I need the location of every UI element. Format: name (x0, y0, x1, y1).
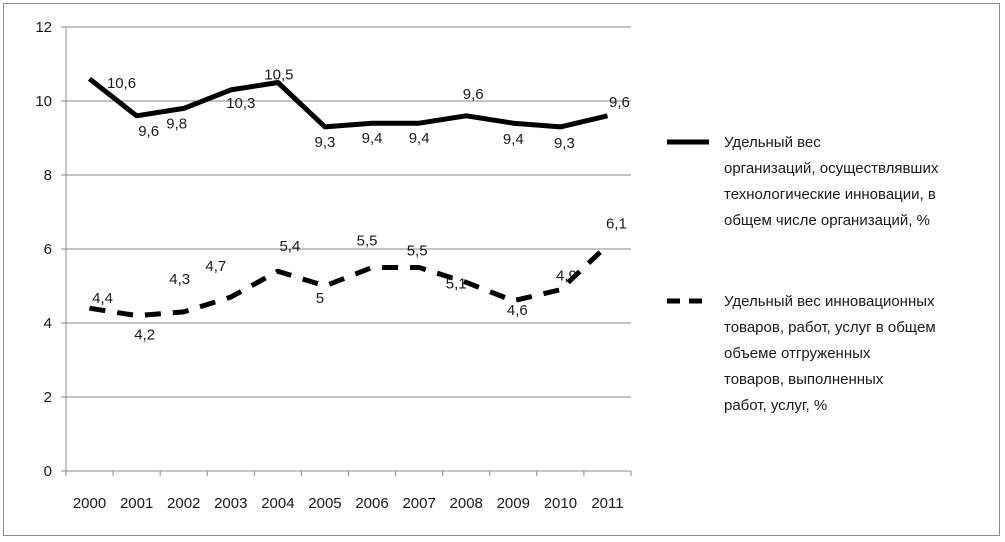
chart-frame: 0 2 4 6 8 10 12 2000 2001 2002 2003 2004 2005 2006 200… (3, 3, 1000, 536)
x-tick-label: 2002 (167, 495, 200, 512)
x-tick-label: 2006 (355, 495, 388, 512)
data-label: 9,8 (166, 115, 187, 132)
data-label: 4,7 (205, 258, 226, 275)
y-tick-label: 12 (35, 19, 52, 36)
y-tick-label: 4 (44, 315, 52, 332)
data-label: 5 (316, 290, 324, 307)
data-label: 9,6 (609, 94, 630, 111)
legend-label: товаров, выполненных (724, 371, 884, 388)
x-tick-label: 2008 (450, 495, 483, 512)
data-label: 9,4 (409, 130, 430, 147)
data-label: 9,6 (463, 86, 484, 103)
axes: 0 2 4 6 8 10 12 2000 2001 2002 2003 2004 2005 2006 200… (35, 19, 631, 512)
x-tick-label: 2004 (261, 495, 294, 512)
line-chart: 0 2 4 6 8 10 12 2000 2001 2002 2003 2004 2005 2006 200… (4, 4, 1001, 537)
data-label: 10,6 (107, 75, 136, 92)
y-tick-label: 10 (35, 93, 52, 110)
x-tick-label: 2005 (308, 495, 341, 512)
legend-label: общем числе организаций, % (724, 212, 930, 229)
data-label: 4,4 (92, 290, 113, 307)
data-label: 4,6 (507, 302, 528, 319)
data-label: 10,3 (226, 95, 255, 112)
data-label: 5,1 (446, 275, 467, 292)
y-tick-label: 2 (44, 389, 52, 406)
data-label: 4,9 (556, 268, 577, 285)
data-label: 9,3 (315, 134, 336, 151)
series-line-2 (90, 245, 608, 315)
data-label: 9,3 (554, 135, 575, 152)
data-label: 5,5 (357, 233, 378, 250)
legend-label: Удельный вес (724, 134, 821, 151)
legend-label: технологические инновации, в (724, 186, 936, 203)
data-label: 9,4 (362, 130, 383, 147)
data-label: 9,4 (503, 131, 524, 148)
data-label: 10,5 (264, 67, 293, 84)
x-tick-label: 2011 (591, 495, 623, 512)
legend-label: организаций, осуществлявших (724, 160, 939, 177)
data-label: 5,4 (279, 238, 300, 255)
x-tick-label: 2003 (214, 495, 247, 512)
legend-label: Удельный вес инновационных (724, 293, 935, 310)
legend-label: товаров, работ, услуг в общем (724, 319, 936, 336)
data-label: 4,3 (169, 271, 190, 288)
data-label: 5,5 (407, 243, 428, 260)
data-label: 9,6 (138, 123, 159, 140)
series-lines (89, 79, 607, 316)
legend-label: объеме отгруженных (724, 345, 871, 362)
y-tick-label: 6 (44, 241, 52, 258)
x-tick-label: 2009 (497, 495, 530, 512)
x-tick-label: 2001 (120, 495, 153, 512)
legend-label: работ, услуг, % (724, 397, 827, 414)
x-tick-label: 2010 (544, 495, 577, 512)
y-tick-label: 0 (44, 463, 52, 480)
data-label: 6,1 (606, 215, 627, 232)
data-label: 4,2 (134, 327, 155, 344)
x-tick-label: 2007 (402, 495, 435, 512)
legend: Удельный вес организаций, осуществлявших т… (667, 134, 939, 414)
y-tick-label: 8 (44, 167, 52, 184)
x-tick-label: 2000 (73, 495, 106, 512)
